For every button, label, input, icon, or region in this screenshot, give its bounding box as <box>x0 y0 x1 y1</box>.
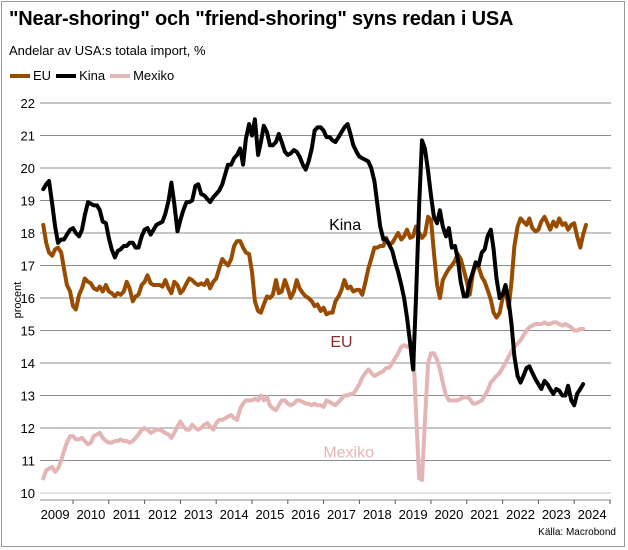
x-tick-label: 2014 <box>220 507 249 522</box>
annotation-eu: EU <box>330 334 352 351</box>
x-tick-label: 2010 <box>76 507 105 522</box>
y-tick-label: 16 <box>21 291 35 306</box>
series-lines <box>41 117 588 482</box>
annotation-mexiko: Mexiko <box>323 444 374 461</box>
legend-swatch-kina <box>56 73 77 78</box>
x-tick-label: 2021 <box>470 507 499 522</box>
y-axis: 10 11 12 13 14 15 16 17 18 19 20 21 22 <box>21 96 35 501</box>
y-axis-label: procent <box>12 282 24 319</box>
y-tick-label: 18 <box>21 226 35 241</box>
y-tick-label: 12 <box>21 421 35 436</box>
y-tick-label: 20 <box>21 161 35 176</box>
chart-title: "Near-shoring" och "friend-shoring" syns… <box>9 8 514 30</box>
y-tick-label: 13 <box>21 389 35 404</box>
y-tick-label: 17 <box>21 259 35 274</box>
x-tick-label: 2023 <box>542 507 571 522</box>
y-tick-label: 11 <box>22 454 36 469</box>
y-tick-label: 14 <box>21 356 35 371</box>
x-tick-label: 2015 <box>255 507 284 522</box>
x-tick-label: 2016 <box>291 507 320 522</box>
source-note: Källa: Macrobond <box>538 527 616 538</box>
series-line-eu <box>41 214 588 320</box>
legend-item-mexiko[interactable]: Mexiko <box>110 68 174 83</box>
x-axis: 2009 2010 2011 2012 2013 2014 2015 2016 2017 2018… <box>40 499 611 522</box>
legend-item-eu[interactable]: EU <box>10 68 51 83</box>
y-tick-label: 15 <box>21 324 35 339</box>
legend-label-mexiko: Mexiko <box>133 68 175 83</box>
x-tick-label: 2024 <box>578 507 607 522</box>
legend: EU Kina Mexiko <box>10 68 179 83</box>
x-tick-label: 2011 <box>113 507 141 522</box>
gridlines <box>40 102 611 494</box>
series-line-kina <box>41 117 586 408</box>
x-tick-label: 2019 <box>399 507 428 522</box>
y-tick-label: 10 <box>21 486 35 501</box>
x-tick-label: 2018 <box>363 507 392 522</box>
legend-label-kina: Kina <box>79 68 106 83</box>
x-tick-label: 2022 <box>506 507 535 522</box>
y-tick-label: 19 <box>21 194 35 209</box>
x-tick-label: 2009 <box>41 507 70 522</box>
series-annotations: Kina EU Mexiko <box>323 217 374 462</box>
y-tick-label: 21 <box>21 129 35 144</box>
series-line-mexiko <box>41 320 586 482</box>
y-tick-label: 22 <box>21 96 35 111</box>
x-tick-label: 2020 <box>434 507 463 522</box>
x-tick-label: 2012 <box>148 507 177 522</box>
chart-subtitle: Andelar av USA:s totala import, % <box>9 43 206 58</box>
legend-swatch-eu <box>10 73 30 78</box>
legend-item-kina[interactable]: Kina <box>56 68 105 83</box>
legend-swatch-mexiko <box>110 73 131 78</box>
x-tick-label: 2013 <box>184 507 213 522</box>
annotation-kina: Kina <box>329 217 361 234</box>
legend-label-eu: EU <box>33 68 52 83</box>
x-tick-label: 2017 <box>327 507 356 522</box>
